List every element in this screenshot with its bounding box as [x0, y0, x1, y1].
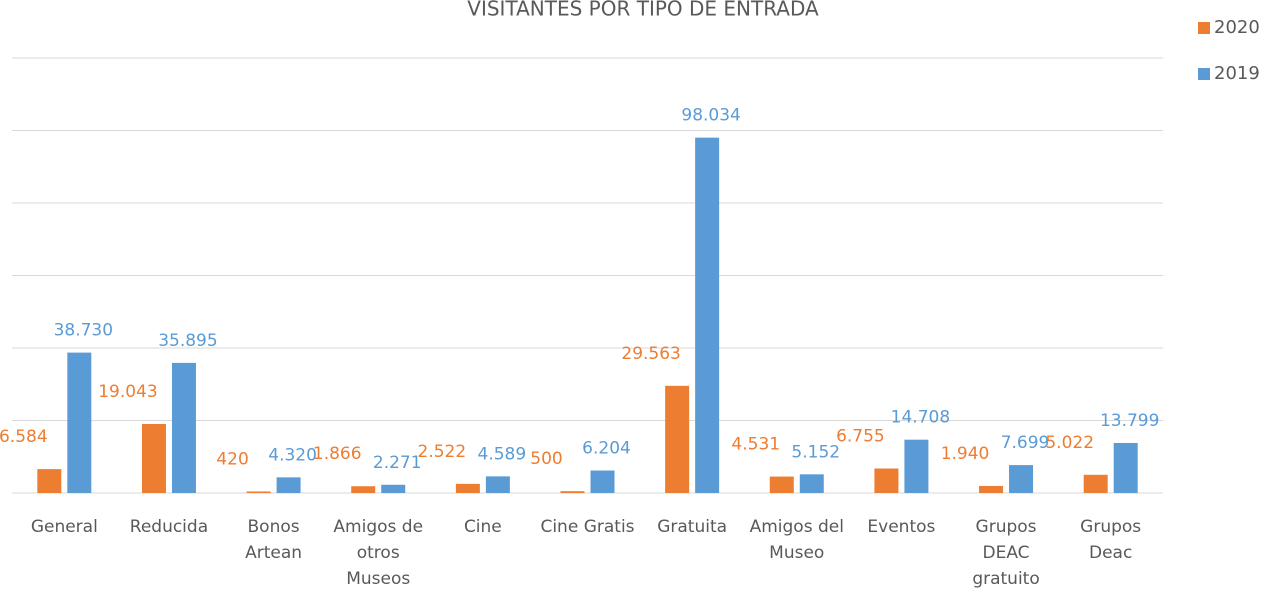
x-tick-label: Cine — [463, 517, 502, 537]
data-label: 14.708 — [891, 408, 950, 428]
bar — [246, 491, 271, 493]
data-label: 29.563 — [621, 344, 680, 364]
bar — [37, 469, 62, 493]
x-tick-label: General — [30, 517, 98, 537]
bar — [485, 476, 510, 493]
data-label: 6.584 — [0, 427, 48, 447]
data-label: 500 — [530, 449, 562, 469]
legend-label: 2019 — [1214, 63, 1260, 84]
data-label: 6.204 — [582, 439, 631, 459]
x-tick-label: Reducida — [129, 517, 209, 537]
bar — [979, 485, 1004, 493]
data-label: 5.152 — [791, 442, 840, 462]
bar — [351, 486, 376, 493]
data-label: 38.730 — [54, 321, 113, 341]
bar — [590, 470, 615, 493]
bar — [455, 483, 480, 493]
bar — [1009, 465, 1034, 493]
data-label: 1.940 — [941, 444, 990, 464]
legend-label: 2020 — [1214, 17, 1260, 38]
data-label: 2.271 — [373, 453, 422, 473]
bar — [1083, 474, 1108, 493]
data-label: 2.522 — [418, 442, 467, 462]
data-label: 7.699 — [1001, 433, 1050, 453]
bar — [874, 468, 899, 493]
bar — [560, 491, 585, 493]
bar — [381, 484, 406, 493]
bar — [171, 362, 196, 493]
bar — [141, 423, 166, 493]
legend-swatch — [1198, 68, 1210, 80]
x-tick-label: Grupos Deac — [1080, 517, 1142, 563]
legend-swatch — [1198, 22, 1210, 34]
x-tick-label: Grupos DEAC gratuito — [972, 517, 1040, 589]
x-tick-label: Amigos de otros Museos — [333, 517, 424, 589]
data-label: 13.799 — [1100, 411, 1159, 431]
bar — [276, 477, 301, 493]
x-tick-label: Gratuita — [657, 517, 728, 537]
data-label: 6.755 — [836, 427, 885, 447]
data-label: 19.043 — [98, 382, 157, 402]
bar — [904, 439, 929, 493]
x-tick-label: Amigos del Museo — [749, 517, 844, 563]
bar — [1113, 442, 1138, 493]
data-label: 98.034 — [681, 106, 740, 126]
data-label: 1.866 — [313, 444, 362, 464]
data-label: 4.589 — [478, 444, 527, 464]
data-label: 4.531 — [731, 435, 780, 455]
chart-title: VISITANTES POR TIPO DE ENTRADA — [467, 0, 819, 21]
data-label: 5.022 — [1045, 433, 1094, 453]
x-tick-label: Eventos — [867, 517, 936, 537]
x-tick-label: Cine Gratis — [540, 517, 635, 537]
bar — [799, 474, 824, 493]
x-tick-label: Bonos Artean — [245, 517, 303, 563]
bar — [695, 137, 720, 493]
data-label: 420 — [216, 449, 248, 469]
data-label: 4.320 — [268, 445, 317, 465]
bar — [67, 352, 92, 493]
bar — [665, 385, 690, 493]
data-label: 35.895 — [158, 331, 217, 351]
bar — [769, 476, 794, 493]
